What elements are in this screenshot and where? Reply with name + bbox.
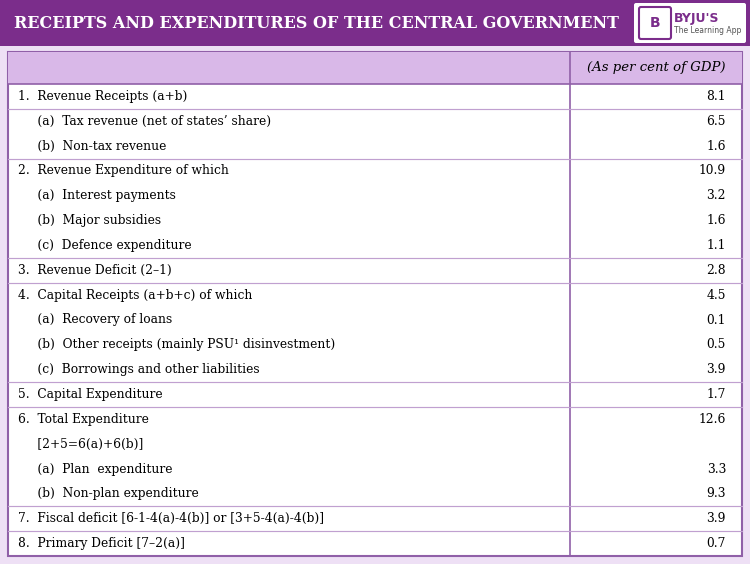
FancyBboxPatch shape bbox=[634, 3, 746, 43]
Text: RECEIPTS AND EXPENDITURES OF THE CENTRAL GOVERNMENT: RECEIPTS AND EXPENDITURES OF THE CENTRAL… bbox=[14, 15, 619, 32]
Text: 0.1: 0.1 bbox=[706, 314, 726, 327]
Text: [2+5=6(a)+6(b)]: [2+5=6(a)+6(b)] bbox=[18, 438, 143, 451]
Bar bbox=[8, 52, 742, 84]
Text: (a)  Plan  expenditure: (a) Plan expenditure bbox=[18, 462, 172, 475]
Text: 3.9: 3.9 bbox=[706, 512, 726, 525]
Text: 0.7: 0.7 bbox=[706, 537, 726, 550]
Text: (c)  Borrowings and other liabilities: (c) Borrowings and other liabilities bbox=[18, 363, 260, 376]
Text: 3.9: 3.9 bbox=[706, 363, 726, 376]
Text: 2.8: 2.8 bbox=[706, 264, 726, 277]
Text: 6.5: 6.5 bbox=[706, 114, 726, 128]
Bar bbox=[8, 52, 742, 556]
Text: 10.9: 10.9 bbox=[699, 165, 726, 178]
Text: 3.3: 3.3 bbox=[706, 462, 726, 475]
Text: 9.3: 9.3 bbox=[706, 487, 726, 500]
Text: 4.5: 4.5 bbox=[706, 289, 726, 302]
Text: 6.  Total Expenditure: 6. Total Expenditure bbox=[18, 413, 148, 426]
Text: (b)  Non-tax revenue: (b) Non-tax revenue bbox=[18, 140, 166, 153]
Text: (c)  Defence expenditure: (c) Defence expenditure bbox=[18, 239, 192, 252]
Text: (a)  Tax revenue (net of states’ share): (a) Tax revenue (net of states’ share) bbox=[18, 114, 272, 128]
Text: 1.6: 1.6 bbox=[706, 140, 726, 153]
Text: (b)  Major subsidies: (b) Major subsidies bbox=[18, 214, 161, 227]
Text: 1.1: 1.1 bbox=[706, 239, 726, 252]
Text: 8.1: 8.1 bbox=[706, 90, 726, 103]
Text: 1.  Revenue Receipts (a+b): 1. Revenue Receipts (a+b) bbox=[18, 90, 188, 103]
Text: 3.  Revenue Deficit (2–1): 3. Revenue Deficit (2–1) bbox=[18, 264, 172, 277]
Bar bbox=[0, 0, 750, 46]
Text: (As per cent of GDP): (As per cent of GDP) bbox=[586, 61, 725, 74]
Text: The Learning App: The Learning App bbox=[674, 27, 741, 36]
Text: 0.5: 0.5 bbox=[706, 338, 726, 351]
Text: 1.7: 1.7 bbox=[706, 388, 726, 401]
Text: BYJU'S: BYJU'S bbox=[674, 12, 719, 25]
Text: (a)  Recovery of loans: (a) Recovery of loans bbox=[18, 314, 172, 327]
Text: 8.  Primary Deficit [7–2(a)]: 8. Primary Deficit [7–2(a)] bbox=[18, 537, 184, 550]
Text: (b)  Other receipts (mainly PSU¹ disinvestment): (b) Other receipts (mainly PSU¹ disinves… bbox=[18, 338, 335, 351]
Text: 7.  Fiscal deficit [6-1-4(a)-4(b)] or [3+5-4(a)-4(b)]: 7. Fiscal deficit [6-1-4(a)-4(b)] or [3+… bbox=[18, 512, 324, 525]
Text: B: B bbox=[650, 16, 660, 30]
Text: 12.6: 12.6 bbox=[699, 413, 726, 426]
Text: 4.  Capital Receipts (a+b+c) of which: 4. Capital Receipts (a+b+c) of which bbox=[18, 289, 252, 302]
Text: (b)  Non-plan expenditure: (b) Non-plan expenditure bbox=[18, 487, 199, 500]
Text: 1.6: 1.6 bbox=[706, 214, 726, 227]
Text: (a)  Interest payments: (a) Interest payments bbox=[18, 190, 176, 202]
Text: 3.2: 3.2 bbox=[706, 190, 726, 202]
Text: 5.  Capital Expenditure: 5. Capital Expenditure bbox=[18, 388, 163, 401]
Text: 2.  Revenue Expenditure of which: 2. Revenue Expenditure of which bbox=[18, 165, 229, 178]
